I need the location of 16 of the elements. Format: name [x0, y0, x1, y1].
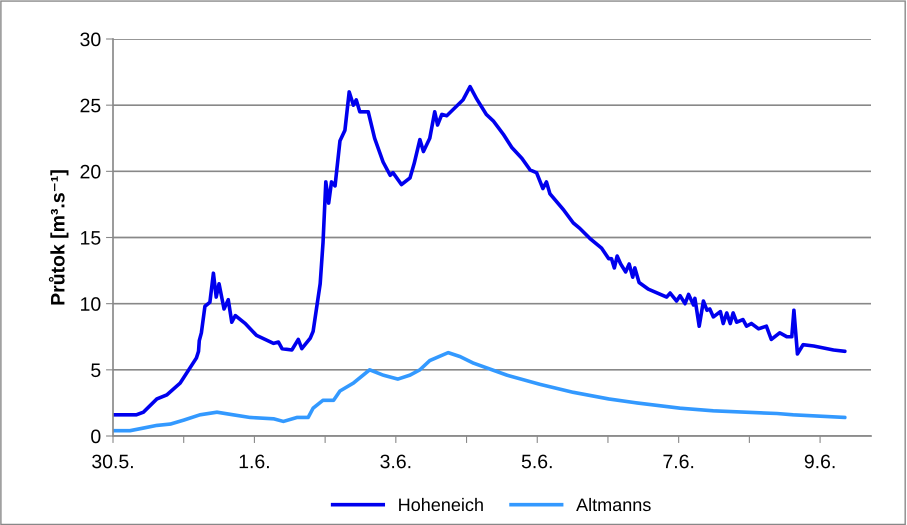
legend-label: Altmanns	[576, 498, 651, 512]
x-tick-label: 1.6.	[240, 454, 269, 468]
y-tick-label: 30	[80, 32, 100, 46]
x-tick-label: 9.6.	[804, 454, 835, 468]
x-tick-label: 3.6.	[380, 454, 410, 468]
y-tick-label: 0	[91, 429, 100, 444]
legend-label: Hoheneich	[399, 498, 483, 512]
x-tick-label: 30.5.	[92, 454, 133, 468]
y-axis-title: Průtok [m³.s⁻¹]	[48, 170, 68, 305]
y-tick-label: 20	[80, 164, 100, 179]
y-tick-label: 5	[91, 364, 100, 378]
x-tick-label: 5.6.	[522, 454, 552, 468]
y-tick-label: 25	[80, 98, 100, 112]
y-tick-label: 15	[81, 231, 100, 245]
x-tick-label: 7.6.	[663, 454, 694, 468]
y-tick-label: 10	[81, 297, 100, 311]
